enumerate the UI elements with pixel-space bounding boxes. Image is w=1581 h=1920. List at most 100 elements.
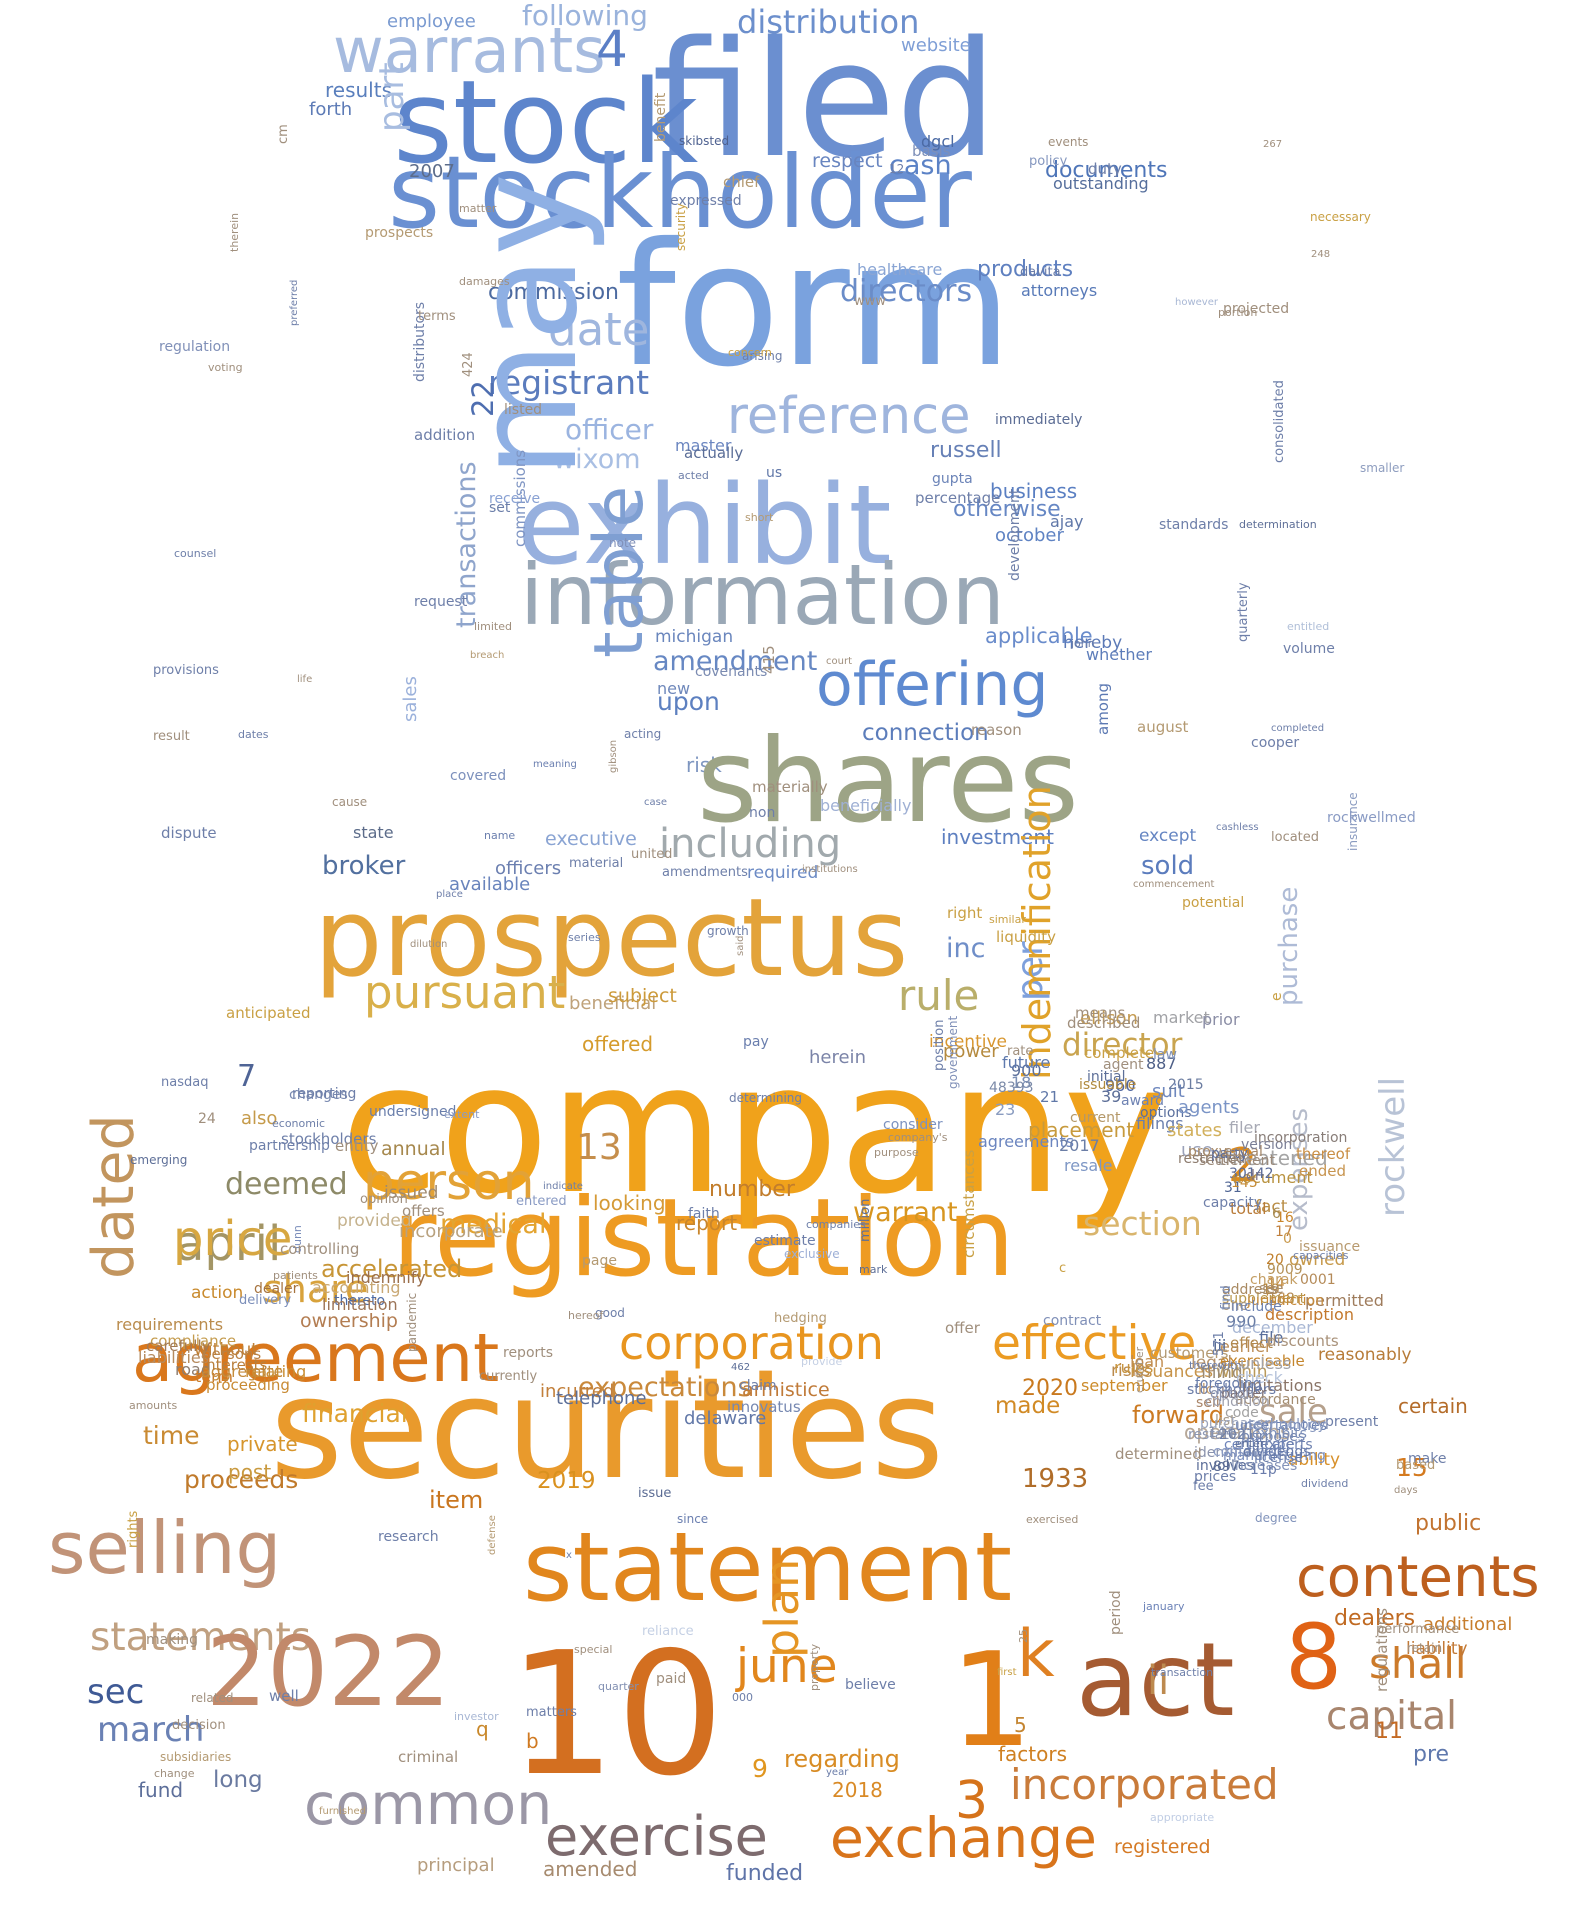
cloud-word: 267	[1263, 139, 1283, 150]
cloud-word: total	[1230, 1199, 1267, 1218]
cloud-word: website	[901, 35, 971, 56]
cloud-word: 248	[1311, 249, 1331, 260]
cloud-word: incorporate	[399, 1221, 503, 1242]
cloud-word: pandemic	[405, 1292, 419, 1352]
cloud-word: telephone	[556, 1388, 647, 1409]
cloud-word: request	[414, 594, 468, 610]
cloud-word: otherwise	[953, 497, 1061, 522]
cloud-word: breach	[470, 650, 505, 661]
cloud-word: consider	[883, 1117, 943, 1133]
cloud-word: prices	[1194, 1469, 1237, 1485]
cloud-word: chief	[723, 173, 760, 191]
cloud-word: incurred	[540, 1381, 615, 1402]
cloud-word: permitted	[1305, 1291, 1384, 1310]
cloud-word: reason	[971, 721, 1022, 739]
cloud-word: compliance	[150, 1332, 237, 1350]
cloud-word: 1933	[1022, 1464, 1089, 1494]
cloud-word: good	[595, 1306, 625, 1320]
cloud-word: faith	[688, 1206, 720, 1222]
cloud-word: regarding	[784, 1745, 900, 1773]
cloud-word: part	[372, 62, 412, 132]
cloud-word: completed	[1271, 723, 1325, 734]
cloud-word: court	[826, 656, 852, 667]
cloud-word: cashless	[1216, 822, 1259, 833]
cloud-word: hereby	[1063, 633, 1123, 653]
cloud-word: 2018	[832, 1778, 883, 1802]
cloud-word: year	[826, 1767, 849, 1778]
cloud-word: baxter	[1221, 1386, 1267, 1402]
cloud-word: registered	[1114, 1836, 1211, 1858]
cloud-word: share	[263, 1267, 369, 1311]
cloud-word: controlling	[280, 1240, 360, 1258]
cloud-word: rockwell	[1373, 1076, 1413, 1217]
cloud-word: applicable	[985, 624, 1093, 648]
cloud-word: smaller	[1360, 461, 1405, 475]
cloud-word: indicate	[543, 1181, 583, 1192]
cloud-word: policy	[1029, 154, 1068, 169]
cloud-word: right	[947, 904, 983, 922]
cloud-word: agent	[1103, 1057, 1144, 1073]
cloud-word: provide	[801, 1355, 843, 1368]
cloud-word: 12	[889, 162, 905, 176]
cloud-word: selling	[48, 1506, 282, 1590]
cloud-word: first	[997, 1667, 1017, 1678]
cloud-word: 2022	[206, 1616, 451, 1728]
cloud-word: regulations	[1373, 1607, 1391, 1692]
cloud-word: amended	[543, 1857, 638, 1881]
cloud-word: investor	[454, 1710, 499, 1723]
cloud-word: director	[1062, 1027, 1183, 1063]
cloud-word: customers	[1150, 1344, 1229, 1362]
cloud-word: gibson	[608, 739, 619, 773]
cloud-word: accordance	[1235, 1392, 1316, 1408]
cloud-word: unless	[1240, 1354, 1292, 1373]
cloud-word: offer	[945, 1319, 980, 1337]
cloud-word: transaction	[1151, 1666, 1214, 1679]
cloud-word: effective	[992, 1316, 1197, 1371]
cloud-word: company	[340, 1025, 1170, 1234]
cloud-word: davita	[1020, 265, 1061, 280]
cloud-word: nasdaq	[161, 1075, 209, 1090]
cloud-word: basis	[912, 142, 951, 160]
cloud-word: suit	[1152, 1081, 1185, 1102]
cloud-word: 30142	[1229, 1166, 1274, 1182]
cloud-word: whether	[1086, 645, 1152, 664]
cloud-word: sec	[87, 1672, 145, 1712]
cloud-word: located	[1271, 830, 1320, 845]
cloud-word: october	[995, 525, 1064, 546]
cloud-word: purposes	[1241, 1429, 1306, 1445]
cloud-word: manufacturing	[1223, 1448, 1326, 1464]
cloud-word: additional	[1423, 1614, 1513, 1635]
cloud-word: respect	[812, 150, 883, 172]
cloud-word: standards	[1159, 517, 1229, 533]
cloud-word: 16	[1276, 1210, 1294, 1226]
cloud-word: filer	[1229, 1118, 1260, 1137]
cloud-word: provisions	[153, 663, 219, 678]
cloud-word: expectations	[578, 1372, 752, 1403]
cloud-word: purpose	[874, 1146, 919, 1159]
cloud-word: 900	[1011, 1061, 1042, 1080]
cloud-word: entity	[335, 1137, 379, 1155]
cloud-word: companies	[806, 1218, 866, 1231]
cloud-word: changes	[289, 1087, 348, 1103]
cloud-word: 9	[752, 1754, 768, 1783]
cloud-word: period	[1108, 1590, 1124, 1635]
cloud-word: issuance	[1299, 1239, 1361, 1255]
cloud-word: dealers	[1334, 1606, 1416, 1631]
cloud-word: x	[566, 1550, 572, 1561]
cloud-word: settlement	[1199, 1153, 1276, 1169]
cloud-word: 1	[950, 1624, 1033, 1776]
cloud-word: 25	[1017, 1629, 1030, 1643]
cloud-word: covered	[450, 768, 507, 784]
cloud-word: attorneys	[1021, 281, 1098, 300]
cloud-word: 18	[1011, 1073, 1032, 1092]
cloud-word: liability	[1406, 1639, 1468, 1659]
cloud-word: beneficially	[820, 796, 912, 815]
cloud-word: related	[191, 1691, 234, 1705]
cloud-word: appropriate	[1150, 1811, 1215, 1824]
cloud-word: sold	[1141, 851, 1195, 881]
cloud-word: partnership	[249, 1138, 330, 1154]
cloud-word: proxy	[1188, 1144, 1228, 1160]
cloud-word: believe	[845, 1677, 896, 1693]
cloud-word: result	[153, 729, 190, 744]
cloud-word: offers	[402, 1202, 445, 1220]
